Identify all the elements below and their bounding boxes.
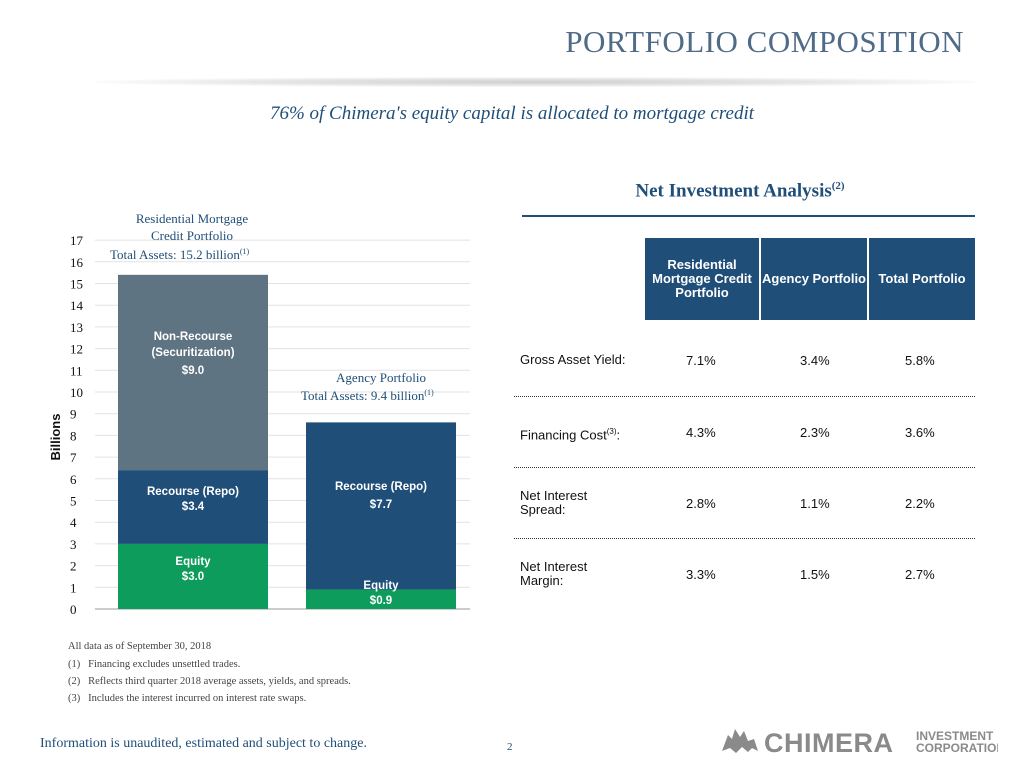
logo-sub-corporation: CORPORATION xyxy=(916,741,998,755)
segment-label-repo-left: Recourse (Repo) xyxy=(147,486,239,498)
category-total-residential: Total Assets: 15.2 billion(1) xyxy=(110,247,249,262)
y-tick-label: 15 xyxy=(70,277,83,292)
chart-bars xyxy=(118,274,456,609)
note-text: Reflects third quarter 2018 average asse… xyxy=(88,676,351,687)
y-tick-label: 17 xyxy=(70,233,84,248)
row-label-financing-cost-note: (3) xyxy=(606,427,617,436)
logo-sub-investment: INVESTMENT xyxy=(916,729,994,743)
note-item: (2) Reflects third quarter 2018 average … xyxy=(68,676,351,687)
note-number: (2) xyxy=(68,676,81,687)
segment-label-securitization: (Securitization) xyxy=(151,347,234,359)
note-text: Financing excludes unsettled trades. xyxy=(88,659,241,670)
footer-disclaimer: Information is unaudited, estimated and … xyxy=(40,736,367,751)
column-header-residential: Residential Mortgage Credit Portfolio xyxy=(645,238,759,320)
y-tick-label: 9 xyxy=(70,407,77,422)
cell-nim-residential: 3.3% xyxy=(686,567,716,582)
segment-value-repo-left: $3.4 xyxy=(182,501,205,513)
category-total-residential-text: Total Assets: 15.2 billion xyxy=(110,247,240,262)
y-tick-label: 4 xyxy=(70,515,77,530)
bar-segment-recourse-repo xyxy=(118,470,268,544)
page-number: 2 xyxy=(507,741,513,753)
category-total-agency-note: (1) xyxy=(424,388,434,397)
net-investment-title: Net Investment Analysis(2) xyxy=(520,180,960,202)
column-header-total: Total Portfolio xyxy=(869,238,975,320)
cell-nim-total: 2.7% xyxy=(905,567,935,582)
logo-wordmark: CHIMERA xyxy=(764,728,894,758)
bar-segment-equity xyxy=(118,543,268,609)
segment-label-equity-right: Equity xyxy=(363,580,399,592)
y-tick-label: 7 xyxy=(70,450,77,465)
row-label-financing-cost-suffix: : xyxy=(616,427,621,443)
row-label-financing-cost-text: Financing Cost xyxy=(520,427,607,443)
y-tick-label: 3 xyxy=(70,537,77,552)
cell-gay-residential: 7.1% xyxy=(686,353,716,368)
segment-value-nonrecourse: $9.0 xyxy=(182,365,204,377)
y-tick-label: 8 xyxy=(70,428,77,443)
row-label-net-interest-margin: Net Interest Margin: xyxy=(520,559,588,588)
cell-nis-total: 2.2% xyxy=(905,496,935,511)
page-subtitle: 76% of Chimera's equity capital is alloc… xyxy=(269,103,755,124)
y-tick-label: 6 xyxy=(70,472,77,487)
segment-label-equity-left: Equity xyxy=(175,556,211,568)
page-title: PORTFOLIO COMPOSITION xyxy=(565,24,964,59)
category-total-residential-note: (1) xyxy=(240,247,250,256)
y-tick-label: 2 xyxy=(70,559,77,574)
cell-fc-residential: 4.3% xyxy=(686,425,716,440)
cell-nis-residential: 2.8% xyxy=(686,496,716,511)
row-divider xyxy=(514,396,975,397)
y-tick-label: 14 xyxy=(70,298,84,313)
cell-gay-total: 5.8% xyxy=(905,353,935,368)
note-text: Includes the interest incurred on intere… xyxy=(88,693,307,704)
note-number: (1) xyxy=(68,659,81,670)
cell-nim-agency: 1.5% xyxy=(800,567,830,582)
y-tick-label: 1 xyxy=(70,580,77,595)
y-tick-label: 13 xyxy=(70,320,83,335)
row-label-financing-cost: Financing Cost(3): xyxy=(520,425,620,442)
bar-segment-recourse-repo xyxy=(306,422,456,590)
chimera-logo: CHIMERA INVESTMENT CORPORATION xyxy=(722,728,998,758)
category-label-residential-line2: Credit Portfolio xyxy=(151,228,233,243)
category-total-agency: Total Assets: 9.4 billion(1) xyxy=(301,388,434,403)
y-tick-label: 10 xyxy=(70,385,83,400)
net-investment-divider xyxy=(522,215,975,217)
category-label-agency: Agency Portfolio xyxy=(336,370,426,385)
row-label-gross-asset-yield: Gross Asset Yield: xyxy=(520,352,626,367)
cell-fc-total: 3.6% xyxy=(905,425,935,440)
net-investment-title-text: Net Investment Analysis xyxy=(635,180,832,202)
bar-segment-equity xyxy=(306,589,456,609)
segment-label-nonrecourse: Non-Recourse xyxy=(154,331,233,343)
note-number: (3) xyxy=(68,693,81,704)
y-tick-label: 0 xyxy=(70,602,77,617)
cell-gay-agency: 3.4% xyxy=(800,353,830,368)
y-tick-label: 16 xyxy=(70,255,84,270)
y-tick-label: 12 xyxy=(70,342,83,357)
category-total-agency-text: Total Assets: 9.4 billion xyxy=(301,388,425,403)
segment-value-equity-left: $3.0 xyxy=(182,571,204,583)
notes-asof: All data as of September 30, 2018 xyxy=(68,641,212,652)
note-item: (1) Financing excludes unsettled trades. xyxy=(68,659,240,670)
row-label-net-interest-spread: Net Interest Spread: xyxy=(520,488,588,517)
title-divider xyxy=(95,77,975,87)
cell-nis-agency: 1.1% xyxy=(800,496,830,511)
net-investment-title-note: (2) xyxy=(831,180,845,192)
column-header-agency: Agency Portfolio xyxy=(761,238,867,320)
y-tick-label: 11 xyxy=(70,363,83,378)
note-item: (3) Includes the interest incurred on in… xyxy=(68,693,306,704)
segment-value-equity-right: $0.9 xyxy=(370,595,392,607)
row-divider xyxy=(514,538,975,539)
y-axis-label: Billions xyxy=(48,414,63,461)
y-tick-label: 5 xyxy=(70,494,77,509)
bar-segment-non-recourse-securitization xyxy=(118,274,268,471)
category-label-residential-line1: Residential Mortgage xyxy=(136,211,249,226)
row-divider xyxy=(514,467,975,468)
segment-value-repo-right: $7.7 xyxy=(370,499,392,511)
segment-label-repo-right: Recourse (Repo) xyxy=(335,481,427,493)
cell-fc-agency: 2.3% xyxy=(800,425,830,440)
chimera-creature-icon xyxy=(722,729,758,753)
